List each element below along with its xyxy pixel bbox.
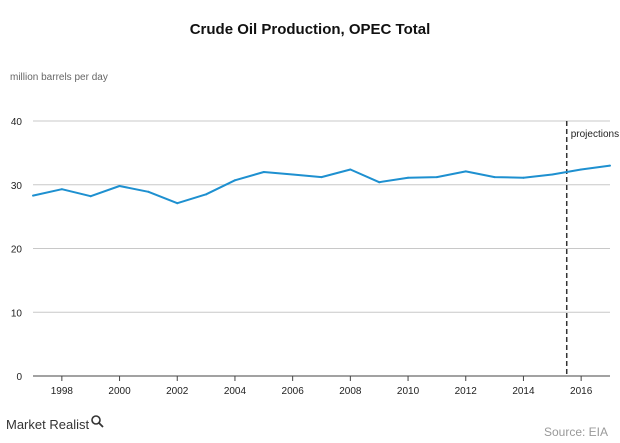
data-point <box>493 176 496 179</box>
data-point <box>89 195 92 198</box>
data-point <box>435 176 438 179</box>
x-tick-label: 2004 <box>224 386 247 397</box>
data-point <box>349 168 352 171</box>
data-point <box>522 176 525 179</box>
data-point <box>407 176 410 179</box>
data-point <box>320 176 323 179</box>
brand-logo: Market Realist <box>6 415 104 432</box>
magnifier-icon <box>91 415 101 425</box>
x-tick-label: 1998 <box>51 386 74 397</box>
data-point <box>233 179 236 182</box>
data-point <box>378 181 381 184</box>
x-axis-ticks: 1998 2000 2002 2004 2006 2008 2010 2012 2014 2016 <box>51 376 593 397</box>
x-tick-label: 2010 <box>397 386 420 397</box>
x-tick-label: 2008 <box>339 386 362 397</box>
data-point <box>118 185 121 188</box>
y-tick-label: 40 <box>11 117 23 128</box>
gridlines <box>33 120 610 377</box>
y-tick-label: 10 <box>11 308 23 319</box>
y-tick-label: 30 <box>11 181 23 192</box>
y-axis-ticks: 0 10 20 30 40 <box>11 117 23 383</box>
data-point <box>32 194 34 197</box>
projection-label: projections <box>571 129 619 140</box>
data-point <box>176 202 179 205</box>
data-point <box>609 164 611 167</box>
brand-name: Market Realist <box>6 417 89 432</box>
x-tick-label: 2012 <box>455 386 478 397</box>
y-tick-label: 0 <box>16 372 22 383</box>
data-point <box>291 173 294 176</box>
x-tick-label: 2000 <box>108 386 131 397</box>
data-point <box>464 170 467 173</box>
x-tick-label: 2014 <box>512 386 535 397</box>
chart-title: Crude Oil Production, OPEC Total <box>190 21 431 38</box>
data-point <box>205 193 208 196</box>
x-tick-label: 2016 <box>570 386 593 397</box>
source-note: Source: EIA <box>544 425 608 439</box>
data-point <box>551 173 554 176</box>
data-points <box>32 164 611 205</box>
data-point <box>580 168 583 171</box>
x-tick-label: 2006 <box>282 386 305 397</box>
data-point <box>60 188 63 191</box>
y-tick-label: 20 <box>11 245 23 256</box>
magnifier-handle <box>98 422 104 428</box>
y-axis-label: million barrels per day <box>10 72 108 83</box>
x-tick-label: 2002 <box>166 386 189 397</box>
data-point <box>262 171 265 173</box>
data-point <box>147 190 150 193</box>
